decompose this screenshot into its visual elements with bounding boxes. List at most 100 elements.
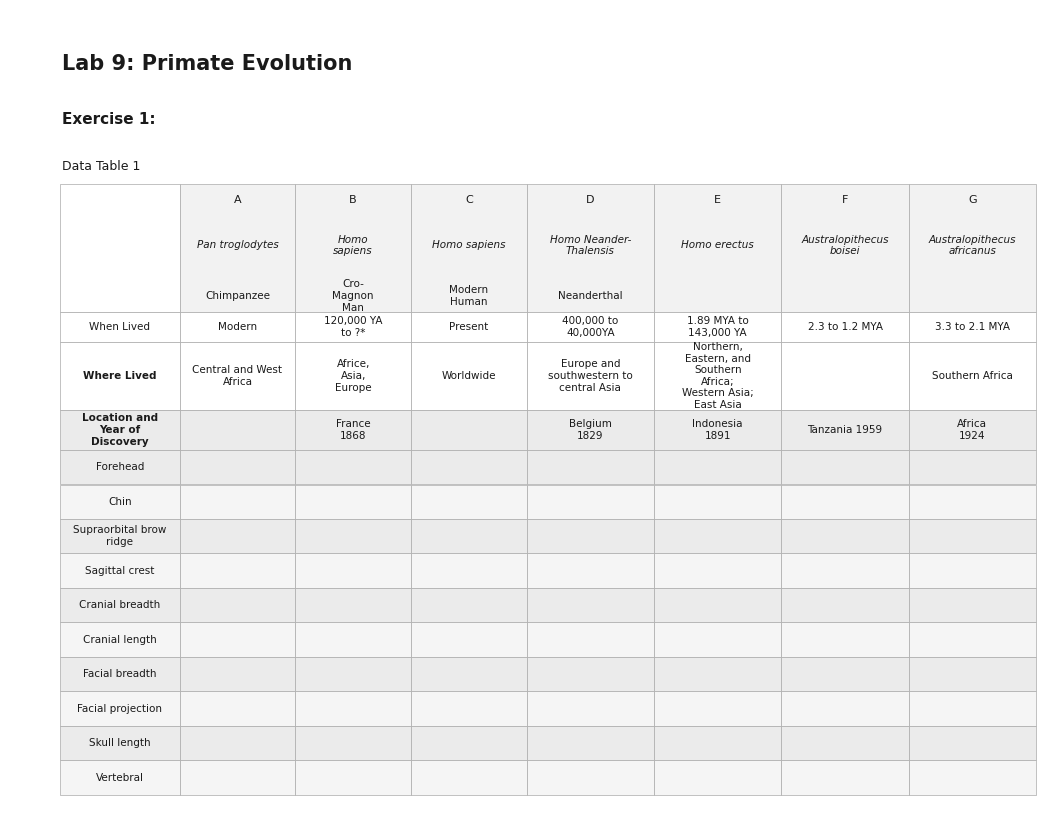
Bar bbox=[654, 588, 782, 622]
Bar bbox=[654, 450, 782, 484]
Bar bbox=[411, 553, 527, 588]
Text: Lab 9: Primate Evolution: Lab 9: Primate Evolution bbox=[62, 54, 353, 74]
Bar bbox=[295, 657, 411, 691]
Bar bbox=[782, 519, 909, 553]
Text: Africe,
Asia,
Europe: Africe, Asia, Europe bbox=[335, 359, 372, 393]
Bar bbox=[527, 312, 654, 342]
Text: B: B bbox=[349, 195, 357, 205]
Bar bbox=[59, 184, 179, 312]
Bar bbox=[295, 553, 411, 588]
Bar bbox=[59, 484, 179, 519]
Text: 3.3 to 2.1 MYA: 3.3 to 2.1 MYA bbox=[935, 322, 1010, 332]
Bar bbox=[782, 657, 909, 691]
Bar bbox=[909, 450, 1037, 484]
Text: Modern
Human: Modern Human bbox=[449, 285, 489, 307]
Text: Australopithecus
boisei: Australopithecus boisei bbox=[802, 234, 889, 256]
Text: Central and West
Africa: Central and West Africa bbox=[192, 365, 282, 387]
Bar bbox=[654, 726, 782, 760]
Bar bbox=[527, 553, 654, 588]
Bar bbox=[527, 657, 654, 691]
Bar bbox=[527, 410, 654, 450]
Bar bbox=[59, 410, 179, 450]
Bar bbox=[295, 519, 411, 553]
Bar bbox=[59, 588, 179, 622]
Bar bbox=[782, 342, 909, 410]
Bar bbox=[527, 184, 654, 312]
Text: Europe and
southwestern to
central Asia: Europe and southwestern to central Asia bbox=[548, 359, 633, 393]
Bar bbox=[411, 484, 527, 519]
Bar bbox=[782, 622, 909, 657]
Text: C: C bbox=[465, 195, 473, 205]
Text: Supraorbital brow
ridge: Supraorbital brow ridge bbox=[73, 525, 167, 547]
Bar bbox=[527, 691, 654, 726]
Bar bbox=[179, 484, 295, 519]
Text: 120,000 YA
to ?*: 120,000 YA to ?* bbox=[324, 316, 382, 338]
Bar bbox=[782, 553, 909, 588]
Text: Cranial breadth: Cranial breadth bbox=[80, 600, 160, 610]
Bar bbox=[782, 760, 909, 795]
Bar bbox=[654, 342, 782, 410]
Bar bbox=[295, 484, 411, 519]
Bar bbox=[782, 450, 909, 484]
Bar bbox=[179, 726, 295, 760]
Bar bbox=[411, 726, 527, 760]
Text: Homo Neander-
Thalensis: Homo Neander- Thalensis bbox=[550, 234, 631, 256]
Bar bbox=[179, 622, 295, 657]
Bar bbox=[179, 450, 295, 484]
Bar bbox=[782, 410, 909, 450]
Bar bbox=[179, 312, 295, 342]
Text: Indonesia
1891: Indonesia 1891 bbox=[692, 419, 743, 441]
Text: Facial projection: Facial projection bbox=[78, 704, 162, 713]
Text: Homo
sapiens: Homo sapiens bbox=[333, 234, 373, 256]
Bar bbox=[59, 691, 179, 726]
Text: Neanderthal: Neanderthal bbox=[559, 291, 622, 301]
Bar bbox=[909, 622, 1037, 657]
Text: France
1868: France 1868 bbox=[336, 419, 371, 441]
Bar bbox=[782, 484, 909, 519]
Bar bbox=[59, 657, 179, 691]
Bar bbox=[59, 622, 179, 657]
Bar bbox=[411, 760, 527, 795]
Bar bbox=[909, 588, 1037, 622]
Text: Northern,
Eastern, and
Southern
Africa;
Western Asia;
East Asia: Northern, Eastern, and Southern Africa; … bbox=[682, 342, 754, 410]
Bar bbox=[654, 312, 782, 342]
Text: F: F bbox=[842, 195, 849, 205]
Bar bbox=[527, 519, 654, 553]
Bar bbox=[295, 588, 411, 622]
Text: Belgium
1829: Belgium 1829 bbox=[569, 419, 612, 441]
Bar bbox=[59, 553, 179, 588]
Bar bbox=[59, 726, 179, 760]
Bar bbox=[179, 760, 295, 795]
Text: Cranial length: Cranial length bbox=[83, 635, 157, 644]
Bar bbox=[782, 691, 909, 726]
Bar bbox=[527, 484, 654, 519]
Bar bbox=[59, 342, 179, 410]
Text: Tanzania 1959: Tanzania 1959 bbox=[807, 425, 883, 435]
Text: Chimpanzee: Chimpanzee bbox=[205, 291, 270, 301]
Bar bbox=[782, 184, 909, 312]
Bar bbox=[782, 312, 909, 342]
Bar bbox=[909, 726, 1037, 760]
Text: Location and
Year of
Discovery: Location and Year of Discovery bbox=[82, 413, 158, 446]
Bar bbox=[782, 726, 909, 760]
Bar bbox=[295, 760, 411, 795]
Text: Data Table 1: Data Table 1 bbox=[62, 160, 140, 173]
Bar bbox=[654, 657, 782, 691]
Bar bbox=[295, 312, 411, 342]
Bar bbox=[179, 184, 295, 312]
Bar bbox=[295, 622, 411, 657]
Text: Exercise 1:: Exercise 1: bbox=[62, 112, 156, 127]
Bar bbox=[179, 588, 295, 622]
Bar bbox=[179, 519, 295, 553]
Text: Worldwide: Worldwide bbox=[442, 371, 496, 381]
Bar bbox=[179, 342, 295, 410]
Bar bbox=[411, 342, 527, 410]
Bar bbox=[295, 450, 411, 484]
Text: Present: Present bbox=[449, 322, 489, 332]
Text: Modern: Modern bbox=[218, 322, 257, 332]
Bar bbox=[909, 342, 1037, 410]
Bar bbox=[295, 184, 411, 312]
Bar bbox=[909, 553, 1037, 588]
Bar bbox=[179, 410, 295, 450]
Text: Homo erectus: Homo erectus bbox=[682, 241, 754, 251]
